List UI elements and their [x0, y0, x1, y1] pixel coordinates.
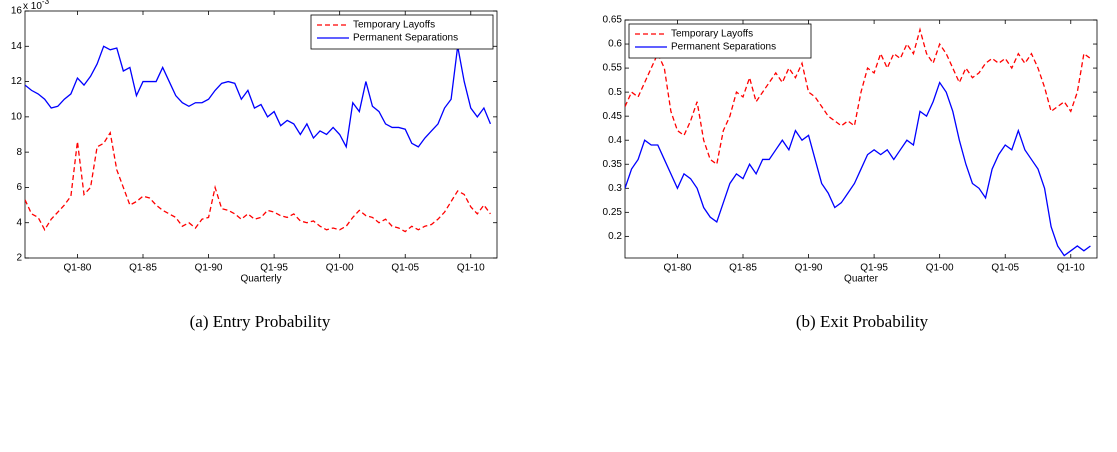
- series-line: [625, 27, 1091, 166]
- series-line: [25, 130, 491, 233]
- x-tick-label: Q1-90: [795, 263, 823, 274]
- y-tick-label: 0.4: [608, 135, 622, 146]
- y-exponent-power: -3: [42, 0, 50, 6]
- legend-label: Permanent Separations: [671, 42, 776, 53]
- legend-label: Permanent Separations: [353, 33, 458, 44]
- y-tick-label: 0.6: [608, 39, 622, 50]
- legend-box: [628, 23, 812, 59]
- y-tick-label: 6: [16, 182, 22, 193]
- series-line: [25, 45, 492, 149]
- x-tick-label: Q1-00: [326, 263, 354, 274]
- x-tick-label: Q1-80: [664, 263, 692, 274]
- y-exponent-base: x 10: [23, 1, 42, 12]
- x-tick-label: Q1-95: [860, 263, 888, 274]
- series-line: [625, 81, 1091, 257]
- x-tick-label: Q1-10: [457, 263, 485, 274]
- y-tick-label: 0.2: [608, 231, 622, 242]
- y-tick-label: 0.35: [603, 159, 623, 170]
- y-tick-label: 0.3: [608, 183, 622, 194]
- y-tick-label: 2: [16, 253, 22, 264]
- x-tick-label: Q1-10: [1057, 263, 1085, 274]
- y-tick-label: 0.55: [603, 63, 623, 74]
- x-tick-label: Q1-90: [195, 263, 223, 274]
- plot-area: [24, 10, 498, 259]
- y-tick-label: 12: [11, 76, 23, 87]
- legend-label: Temporary Layoffs: [353, 20, 435, 31]
- legend-label: Temporary Layoffs: [671, 29, 753, 40]
- y-tick-label: 14: [11, 41, 23, 52]
- caption: (a) Entry Probability: [190, 312, 331, 331]
- y-tick-label: 0.5: [608, 87, 622, 98]
- x-tick-label: Q1-05: [991, 263, 1019, 274]
- x-tick-label: Q1-05: [391, 263, 419, 274]
- x-axis-label: Quarter: [844, 274, 879, 285]
- x-tick-label: Q1-80: [64, 263, 92, 274]
- x-axis-label: Quarterly: [240, 274, 281, 285]
- y-tick-label: 0.25: [603, 207, 623, 218]
- legend-box: [310, 14, 494, 50]
- y-tick-label: 0.45: [603, 111, 623, 122]
- y-tick-label: 16: [11, 6, 23, 17]
- caption: (b) Exit Probability: [796, 312, 929, 331]
- x-tick-label: Q1-95: [260, 263, 288, 274]
- y-tick-label: 4: [16, 217, 22, 228]
- y-exponent: x 10-3: [23, 0, 50, 12]
- y-tick-label: 8: [16, 147, 22, 158]
- x-tick-label: Q1-85: [729, 263, 757, 274]
- y-tick-label: 0.65: [603, 15, 623, 26]
- x-tick-label: Q1-85: [129, 263, 157, 274]
- y-tick-label: 10: [11, 111, 23, 122]
- x-tick-label: Q1-00: [926, 263, 954, 274]
